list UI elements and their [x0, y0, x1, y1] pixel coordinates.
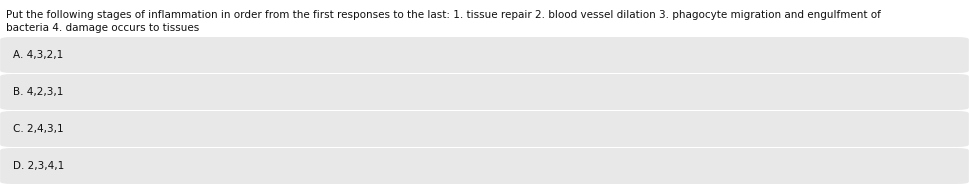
Text: D. 2,3,4,1: D. 2,3,4,1 [13, 161, 64, 171]
Text: A. 4,3,2,1: A. 4,3,2,1 [13, 50, 63, 60]
FancyBboxPatch shape [0, 37, 969, 73]
FancyBboxPatch shape [0, 111, 969, 147]
Text: bacteria 4. damage occurs to tissues: bacteria 4. damage occurs to tissues [6, 23, 200, 33]
Text: Put the following stages of inflammation in order from the first responses to th: Put the following stages of inflammation… [6, 10, 881, 20]
FancyBboxPatch shape [0, 74, 969, 110]
FancyBboxPatch shape [0, 148, 969, 184]
Text: B. 4,2,3,1: B. 4,2,3,1 [13, 87, 63, 97]
Text: C. 2,4,3,1: C. 2,4,3,1 [13, 124, 63, 134]
